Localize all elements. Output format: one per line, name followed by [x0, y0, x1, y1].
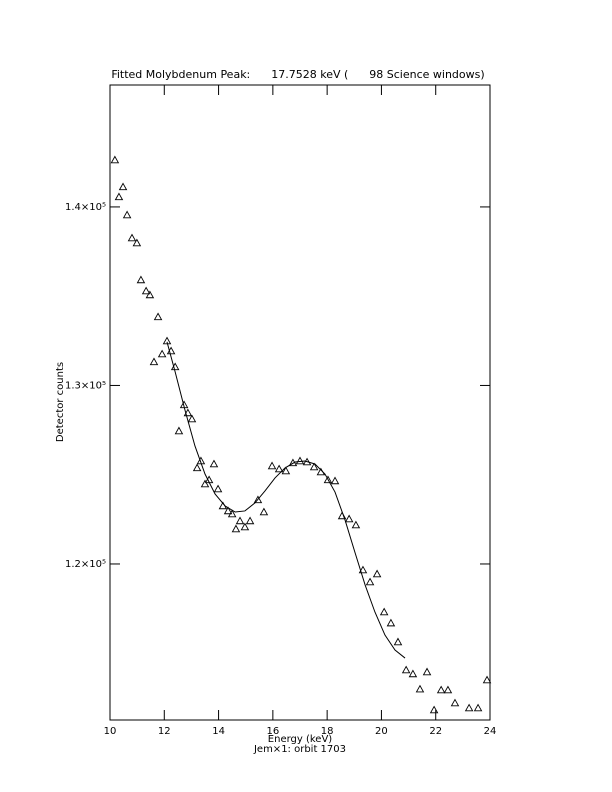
data-point: [450, 698, 460, 707]
data-point: [309, 462, 319, 471]
x-tick-label: 12: [158, 726, 171, 737]
data-point: [209, 459, 219, 468]
data-point: [365, 577, 375, 586]
data-point: [344, 514, 354, 523]
data-point: [415, 684, 425, 693]
data-point: [127, 233, 137, 242]
x-axis-label: Energy (keV): [268, 734, 333, 745]
data-point: [200, 479, 210, 488]
data-point: [235, 516, 245, 525]
data-point: [422, 667, 432, 676]
data-point: [281, 466, 291, 475]
data-point: [358, 565, 368, 574]
data-point: [464, 703, 474, 712]
data-point: [145, 290, 155, 299]
data-point: [351, 520, 361, 529]
plot-frame: [109, 84, 491, 721]
data-point: [295, 456, 305, 465]
chart-title: Fitted Molybdenum Peak: 17.7528 keV ( 98…: [111, 68, 484, 81]
data-point: [132, 238, 142, 247]
data-point: [136, 275, 146, 284]
data-point: [386, 618, 396, 627]
data-point: [274, 464, 284, 473]
data-point: [240, 522, 250, 531]
data-point: [259, 507, 269, 516]
x-tick-label: 14: [212, 726, 225, 737]
x-tick-label: 18: [321, 726, 334, 737]
data-point: [223, 506, 233, 515]
data-point: [157, 349, 167, 358]
data-point: [122, 210, 132, 219]
data-point: [231, 524, 241, 533]
data-point: [482, 675, 492, 684]
data-point: [118, 182, 128, 191]
data-point: [429, 705, 439, 714]
data-point: [110, 155, 120, 164]
y-axis-label: Detector counts: [55, 362, 66, 442]
data-point: [192, 463, 202, 472]
y-tick-label: 1.2×10⁵: [65, 559, 106, 570]
data-point: [227, 509, 237, 518]
data-point: [379, 607, 389, 616]
data-point: [473, 703, 483, 712]
data-point: [393, 637, 403, 646]
data-point: [149, 357, 159, 366]
data-point: [153, 312, 163, 321]
x-tick-label: 20: [375, 726, 388, 737]
data-point: [401, 665, 411, 674]
fit-line: [166, 341, 406, 659]
data-point: [141, 286, 151, 295]
x-tick-label: 16: [266, 726, 279, 737]
data-point: [245, 516, 255, 525]
data-point: [174, 426, 184, 435]
y-tick-label: 1.3×10⁵: [65, 380, 106, 391]
data-point: [213, 484, 223, 493]
x-tick-label: 24: [484, 726, 497, 737]
subtitle: Jem×1: orbit 1703: [253, 744, 346, 755]
data-point: [330, 476, 340, 485]
data-point: [408, 669, 418, 678]
x-tick-label: 22: [429, 726, 442, 737]
data-point: [323, 475, 333, 484]
data-point: [436, 685, 446, 694]
data-point: [253, 495, 263, 504]
data-point: [187, 414, 197, 423]
data-point: [267, 461, 277, 470]
x-tick-label: 10: [104, 726, 117, 737]
y-tick-label: 1.4×10⁵: [65, 202, 106, 213]
data-point: [372, 569, 382, 578]
data-point: [114, 192, 124, 201]
data-point: [443, 685, 453, 694]
